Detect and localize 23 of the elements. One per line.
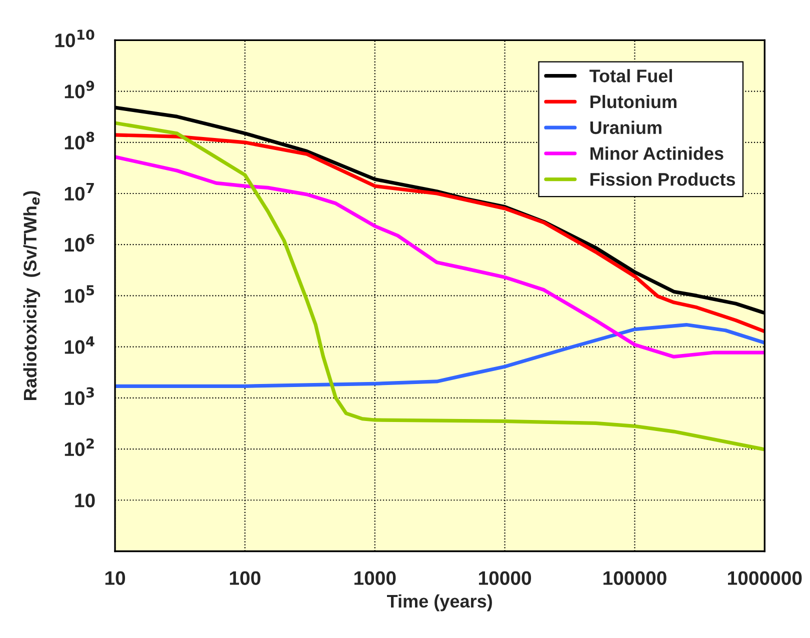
y-tick-label: 10$^{10}$ [55,30,94,48]
x-tick-label: 10000 [478,571,532,585]
legend-label: Total Fuel [589,69,672,82]
legend-label: Minor Actinides [590,146,724,160]
y-tick-label: 10$^{8}$ [64,132,94,150]
y-tick-label: 10$^{5}$ [64,285,94,303]
y-tick-label: 10$^{6}$ [64,234,94,252]
y-tick-label: 10$^{7}$ [64,183,94,201]
legend-label: Fission Products [590,172,736,186]
y-tick-label: 10 [75,494,95,508]
y-tick-label: 10$^{4}$ [64,336,94,354]
x-axis-title: Time (years) [387,594,492,612]
y-tick-label: 10$^{2}$ [64,438,94,456]
y-axis-title: Radiotoxicity (Sv/TWh$_{e}$) [23,191,40,400]
x-tick-label: 10 [105,571,126,585]
y-tick-label: 10$^{3}$ [64,387,94,406]
x-tick-label: 100000 [604,571,666,585]
x-tick-label: 1000000 [728,571,802,585]
x-tick-label: 100 [230,571,260,585]
legend-label: Uranium [590,120,662,134]
legend-label: Plutonium [590,94,676,108]
x-tick-label: 1000 [354,571,396,585]
y-tick-label: 10$^{9}$ [64,80,94,98]
